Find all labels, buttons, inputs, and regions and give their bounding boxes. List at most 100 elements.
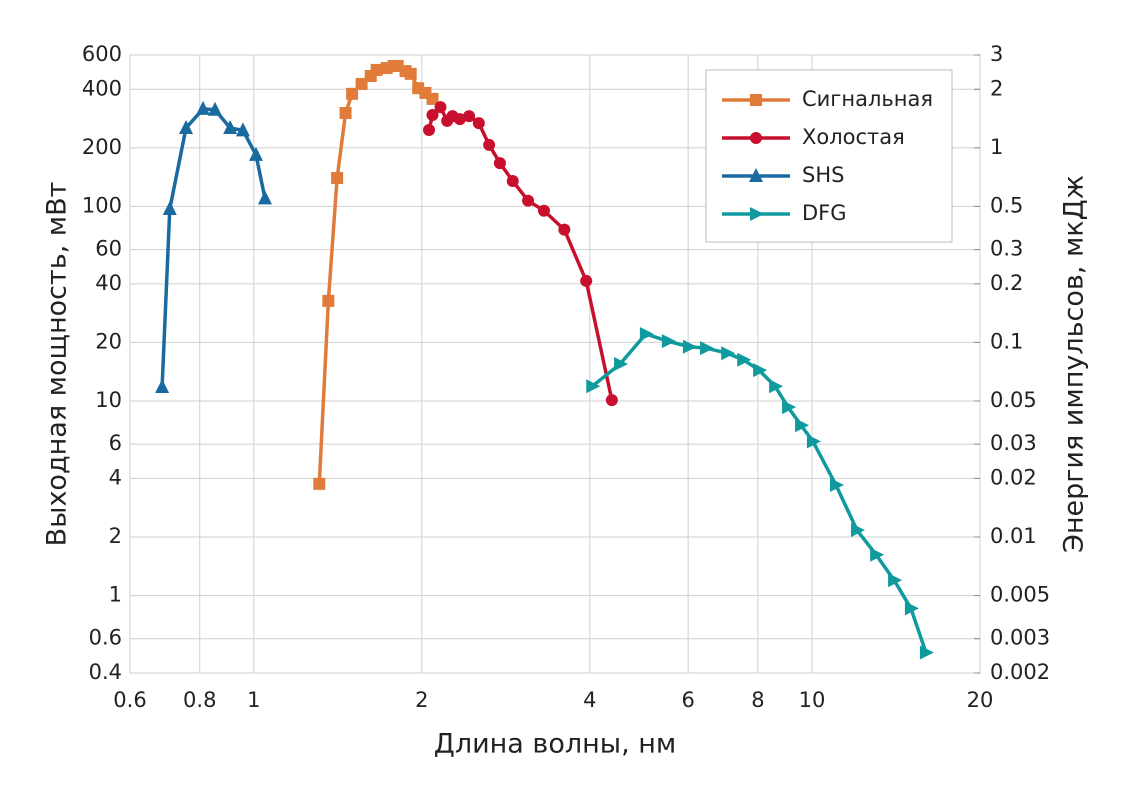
y-tick-label: 10 [95, 388, 122, 412]
y2-tick-label: 0.005 [990, 583, 1050, 607]
y-tick-label: 100 [82, 193, 122, 217]
marker [162, 200, 177, 215]
x-tick-label: 0.8 [183, 688, 216, 712]
x-tick-label: 2 [415, 688, 428, 712]
marker [829, 478, 844, 493]
legend-label: Сигнальная [802, 87, 933, 111]
marker [235, 122, 250, 137]
y2-tick-label: 0.1 [990, 329, 1023, 353]
grid [129, 54, 981, 674]
y2-axis-label: Энергия импульсов, мкДж [1059, 175, 1090, 553]
y-tick-label: 2 [109, 524, 122, 548]
marker [208, 101, 223, 116]
marker [558, 223, 571, 236]
marker [888, 573, 903, 588]
y2-tick-label: 0.2 [990, 271, 1023, 295]
y-tick-label: 0.6 [89, 626, 122, 650]
y2-tick-label: 3 [990, 42, 1003, 66]
marker [682, 339, 697, 354]
marker [331, 171, 344, 184]
marker [426, 92, 439, 105]
x-tick-label: 6 [681, 688, 694, 712]
y-tick-label: 1 [109, 583, 122, 607]
y-tick-label: 20 [95, 329, 122, 353]
marker [248, 146, 263, 161]
y-tick-label: 60 [95, 237, 122, 261]
marker [179, 119, 194, 134]
marker [434, 101, 447, 114]
y-tick-label: 0.4 [89, 660, 122, 684]
marker [750, 132, 762, 144]
y-tick-label: 40 [95, 271, 122, 295]
marker [483, 138, 496, 151]
y-tick-label: 200 [82, 135, 122, 159]
y2-tick-label: 0.01 [990, 524, 1037, 548]
marker [196, 100, 211, 115]
marker [339, 107, 352, 120]
x-tick-label: 10 [799, 688, 826, 712]
marker [700, 341, 715, 356]
y2-tick-label: 2 [990, 76, 1003, 100]
legend-label: DFG [802, 201, 847, 225]
marker [257, 190, 272, 205]
marker [313, 477, 326, 490]
marker [749, 168, 763, 182]
x-tick-label: 8 [751, 688, 764, 712]
marker [355, 77, 368, 90]
marker [522, 194, 535, 207]
marker [463, 110, 476, 123]
y-tick-label: 6 [109, 431, 122, 455]
marker [322, 294, 335, 307]
marker [506, 175, 519, 188]
y-tick-label: 400 [82, 76, 122, 100]
x-tick-label: 4 [583, 688, 596, 712]
marker [904, 601, 919, 616]
marker [750, 94, 762, 106]
marker [423, 124, 436, 137]
marker [614, 356, 629, 371]
marker [370, 63, 383, 76]
y2-tick-label: 0.02 [990, 465, 1037, 489]
marker [919, 645, 934, 660]
y2-tick-label: 1 [990, 135, 1003, 159]
marker [737, 352, 752, 367]
marker [870, 547, 885, 562]
x-axis-label: Длина волны, нм [434, 729, 677, 760]
x-tick-label: 0.6 [113, 688, 146, 712]
marker [223, 119, 238, 134]
y2-tick-label: 0.05 [990, 388, 1037, 412]
marker [404, 67, 417, 80]
marker [795, 418, 810, 433]
x-tick-label: 1 [247, 688, 260, 712]
marker [753, 363, 768, 378]
marker [782, 400, 797, 415]
legend-label: SHS [802, 163, 844, 187]
y2-tick-label: 0.03 [990, 431, 1037, 455]
y-tick-label: 600 [82, 42, 122, 66]
marker [605, 394, 618, 407]
marker [769, 379, 784, 394]
y-axis-label: Выходная мощность, мВт [42, 182, 73, 547]
marker [580, 274, 593, 287]
marker [426, 108, 439, 121]
y2-tick-label: 0.3 [990, 237, 1023, 261]
marker [453, 113, 466, 126]
x-tick-label: 20 [967, 688, 994, 712]
y2-tick-label: 0.003 [990, 626, 1050, 650]
marker [750, 207, 764, 221]
marker [493, 157, 506, 170]
marker [661, 334, 676, 349]
legend: Сигнальная Холостая SHS DFG [705, 69, 953, 243]
marker [586, 379, 601, 394]
y2-tick-label: 0.002 [990, 660, 1050, 684]
legend-label: Холостая [802, 125, 905, 149]
y2-tick-label: 0.5 [990, 193, 1023, 217]
marker [472, 117, 485, 130]
series-line [427, 105, 614, 401]
marker [850, 523, 865, 538]
marker [346, 87, 359, 100]
marker [155, 379, 170, 394]
marker [639, 326, 654, 341]
marker [721, 346, 736, 361]
